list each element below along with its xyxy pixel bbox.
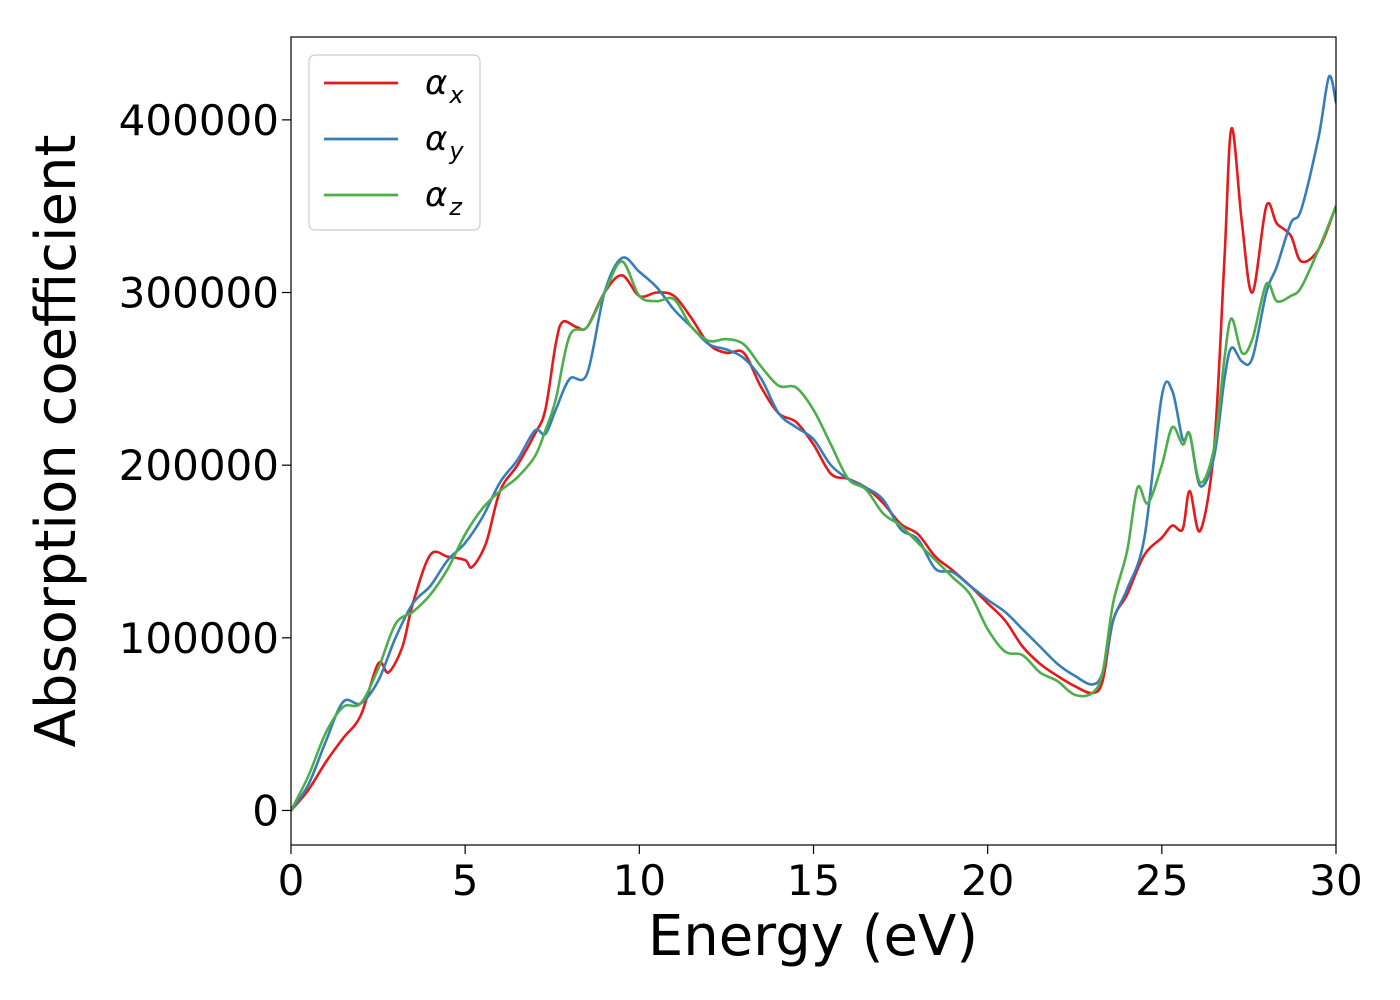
x-tick-label: 30 <box>1309 856 1362 905</box>
x-tick-label: 15 <box>787 856 840 905</box>
x-axis-ticks: 0 5 10 15 20 25 30 <box>278 845 1363 905</box>
legend-box <box>308 54 481 231</box>
x-axis-title: Energy (eV) <box>648 904 978 969</box>
series-group <box>291 74 1336 812</box>
y-tick-label: 300000 <box>119 269 279 318</box>
x-tick-label: 0 <box>278 856 305 905</box>
y-axis-title: Absorption coefficient <box>24 135 89 748</box>
x-tick-label: 25 <box>1135 856 1188 905</box>
y-tick-label: 200000 <box>119 441 279 490</box>
x-tick-label: 20 <box>961 856 1014 905</box>
y-tick-label: 0 <box>252 786 279 835</box>
x-tick-label: 5 <box>452 856 479 905</box>
y-axis-ticks: 0 100000 200000 300000 400000 <box>119 96 291 835</box>
y-tick-label: 400000 <box>119 96 279 145</box>
x-tick-label: 10 <box>613 856 666 905</box>
y-tick-label: 100000 <box>119 614 279 663</box>
series-line-z <box>291 204 1336 812</box>
